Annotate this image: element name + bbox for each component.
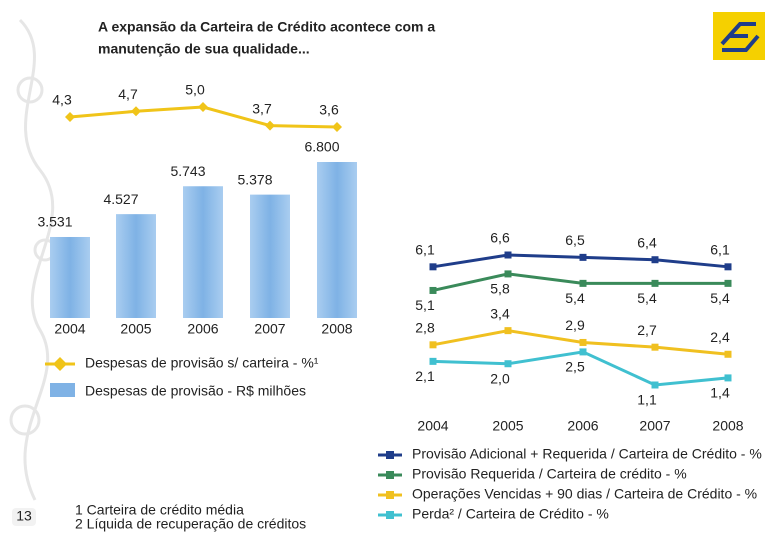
value-label: 6,5 — [565, 232, 585, 248]
x-tick-label: 2007 — [639, 418, 670, 434]
marker — [429, 263, 437, 271]
bar — [50, 236, 90, 318]
marker — [332, 122, 342, 132]
bar — [250, 194, 290, 318]
value-label: 5,4 — [565, 290, 585, 306]
value-label: 5.378 — [237, 171, 272, 187]
page-badge — [12, 508, 36, 526]
value-label: 6.800 — [304, 139, 339, 155]
marker — [429, 341, 437, 349]
value-label: 5,4 — [637, 290, 657, 306]
legend-label: Despesas de provisão - R$ milhões — [85, 383, 306, 399]
decoration — [9, 18, 57, 501]
x-tick-label: 2008 — [712, 418, 743, 434]
value-label: 2,5 — [565, 359, 585, 375]
x-tick-label: 2005 — [120, 321, 151, 337]
marker — [198, 102, 208, 112]
marker — [579, 253, 587, 261]
value-label: 2,9 — [565, 317, 585, 333]
value-label: 2,8 — [415, 320, 435, 336]
marker — [724, 374, 732, 382]
marker — [579, 338, 587, 346]
marker — [651, 256, 659, 264]
marker — [131, 106, 141, 117]
value-label: 4,7 — [118, 86, 138, 102]
x-tick-label: 2006 — [187, 321, 218, 337]
x-tick-label: 2004 — [417, 418, 448, 434]
marker — [504, 270, 512, 278]
title-line: A expansão da Carteira de Crédito aconte… — [98, 19, 435, 35]
marker — [579, 279, 587, 287]
marker — [429, 286, 437, 294]
value-label: 3,7 — [252, 100, 272, 116]
value-label: 6,1 — [710, 242, 730, 258]
legend-marker — [386, 491, 394, 499]
x-tick-label: 2004 — [54, 321, 85, 337]
value-label: 5,4 — [710, 290, 730, 306]
marker — [504, 360, 512, 368]
marker — [504, 327, 512, 335]
value-label: 2,1 — [415, 368, 435, 384]
footnote: 2 Líquida de recuperação de créditos — [75, 516, 306, 532]
legend-marker — [386, 471, 394, 479]
value-label: 5,8 — [490, 281, 510, 297]
value-label: 5,0 — [185, 82, 205, 98]
marker — [651, 381, 659, 389]
marker — [65, 112, 75, 122]
marker — [504, 251, 512, 259]
value-label: 2,4 — [710, 329, 730, 345]
marker — [651, 279, 659, 287]
marker — [724, 279, 732, 287]
marker — [724, 350, 732, 358]
value-label: 5,1 — [415, 297, 435, 313]
value-label: 1,4 — [710, 385, 730, 401]
legend-swatch — [50, 383, 75, 397]
page-number: 13 — [16, 508, 32, 524]
x-tick-label: 2007 — [254, 321, 285, 337]
footnote: 1 Carteira de crédito média — [75, 502, 244, 518]
legend-marker — [53, 357, 67, 371]
logo — [713, 12, 765, 60]
value-label: 2,7 — [637, 322, 657, 338]
bar — [317, 162, 357, 318]
legend-marker — [386, 511, 394, 519]
marker — [265, 120, 275, 131]
title-line: manutenção de sua qualidade... — [98, 41, 310, 57]
legend-label: Provisão Requerida / Carteira de crédito… — [412, 466, 687, 482]
value-label: 5.743 — [170, 163, 205, 179]
marker — [724, 263, 732, 271]
x-tick-label: 2005 — [492, 418, 523, 434]
value-label: 1,1 — [637, 392, 657, 408]
bar — [183, 186, 223, 318]
value-label: 3,6 — [319, 102, 339, 118]
bar — [116, 214, 156, 318]
value-label: 4.527 — [103, 191, 138, 207]
marker — [429, 357, 437, 365]
legend-label: Despesas de provisão s/ carteira - %¹ — [85, 355, 319, 371]
x-tick-label: 2006 — [567, 418, 598, 434]
marker — [579, 348, 587, 356]
value-label: 3.531 — [37, 214, 72, 230]
legend-label: Provisão Adicional + Requerida / Carteir… — [412, 446, 762, 462]
legend-label: Perda² / Carteira de Crédito - % — [412, 506, 609, 522]
value-label: 3,4 — [490, 305, 510, 321]
value-label: 6,4 — [637, 234, 657, 250]
marker — [651, 343, 659, 351]
legend-marker — [386, 451, 394, 459]
value-label: 6,6 — [490, 230, 510, 246]
legend-label: Operações Vencidas + 90 dias / Carteira … — [412, 486, 757, 502]
value-label: 2,0 — [490, 370, 510, 386]
value-label: 6,1 — [415, 242, 435, 258]
x-tick-label: 2008 — [321, 321, 352, 337]
value-label: 4,3 — [52, 92, 72, 108]
